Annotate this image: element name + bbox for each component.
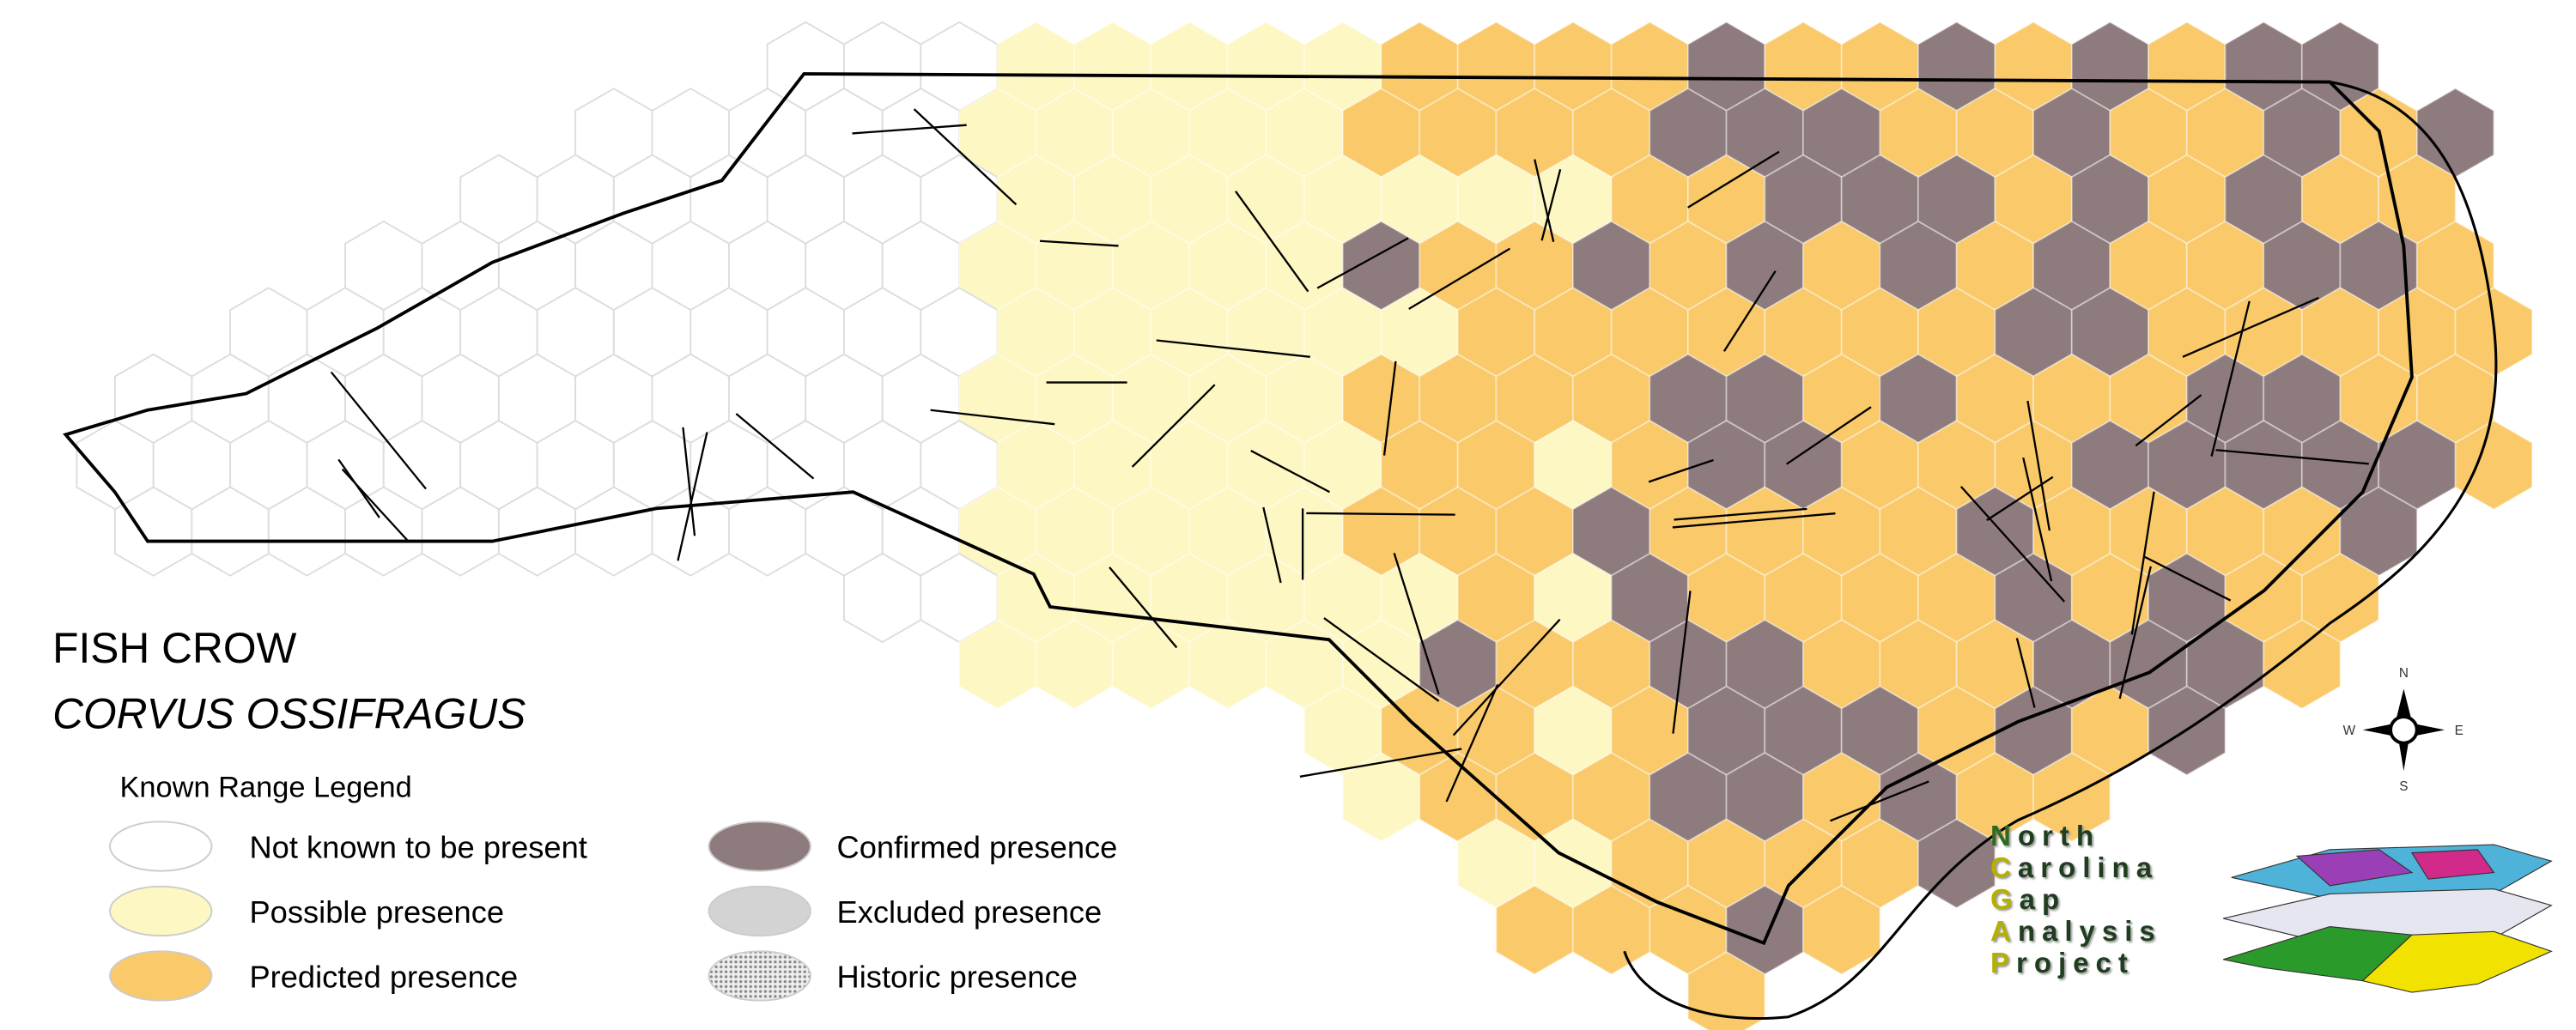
county-line xyxy=(1534,159,1555,243)
hexagon xyxy=(2454,420,2533,511)
compass-west: W xyxy=(2343,724,2356,738)
county-line xyxy=(735,413,815,480)
scientific-name: CORVUS OSSIFRAGUS xyxy=(52,689,526,737)
legend-swatch xyxy=(109,821,213,872)
county-line xyxy=(852,124,967,135)
county-line xyxy=(1262,506,1282,584)
county-line xyxy=(682,427,696,536)
legend: Not known to be present Possible presence… xyxy=(109,821,1118,1002)
county-line xyxy=(1687,150,1780,209)
legend-label: Not known to be present xyxy=(249,829,586,864)
compass-center xyxy=(2389,715,2419,745)
legend-swatch xyxy=(708,950,811,1002)
county-line xyxy=(341,468,410,543)
county-line xyxy=(1382,360,1397,456)
legend-title: Known Range Legend xyxy=(119,772,411,804)
legend-swatch xyxy=(109,950,213,1002)
county-line xyxy=(1250,450,1331,494)
county-line xyxy=(1109,566,1178,649)
compass: N S E W xyxy=(2343,666,2464,794)
county-line xyxy=(1408,247,1511,310)
county-line xyxy=(2210,300,2251,457)
county-line xyxy=(1674,507,1807,521)
county-line xyxy=(330,371,427,490)
hexagon xyxy=(2263,619,2342,710)
compass-south: S xyxy=(2399,779,2408,794)
county-line xyxy=(1039,239,1119,247)
species-name: FISH CROW xyxy=(52,624,296,672)
logo-word: Analysis xyxy=(1990,915,2162,947)
county-line xyxy=(1306,512,1455,516)
logo-word: Project xyxy=(1990,947,2135,978)
compass-east: E xyxy=(2455,724,2464,738)
county-line xyxy=(2130,491,2155,635)
hexagon xyxy=(2032,751,2111,843)
county-line xyxy=(1323,617,1440,702)
county-line xyxy=(1445,684,1499,803)
county-lines xyxy=(330,108,2369,822)
state-outline xyxy=(63,72,2414,946)
county-line xyxy=(1786,406,1872,465)
county-line xyxy=(2118,566,2152,700)
hex-grid xyxy=(76,21,2533,1030)
county-line xyxy=(1959,486,2066,603)
county-line xyxy=(2215,449,2369,465)
county-line xyxy=(1672,591,1692,734)
county-line xyxy=(913,108,1018,206)
county-line xyxy=(2144,555,2232,602)
county-line xyxy=(2026,400,2050,531)
coastal-buffer xyxy=(1623,81,2498,1021)
logo-map xyxy=(2223,844,2553,993)
county-line xyxy=(1672,512,1836,529)
logo-word: Carolina xyxy=(1990,851,2160,883)
legend-label: Excluded presence xyxy=(837,894,1103,930)
logo-word: Gap xyxy=(1990,883,2067,915)
county-line xyxy=(1235,191,1309,293)
legend-label: Possible presence xyxy=(249,894,504,930)
logo-word: North xyxy=(1990,820,2100,851)
county-line xyxy=(2022,457,2053,582)
county-line xyxy=(1452,618,1561,736)
legend-swatch xyxy=(708,885,811,937)
county-line xyxy=(2182,296,2319,358)
legend-label: Predicted presence xyxy=(249,959,518,994)
county-line xyxy=(1156,339,1310,358)
county-line xyxy=(1393,553,1440,695)
legend-label: Confirmed presence xyxy=(837,829,1118,864)
county-line xyxy=(2015,638,2036,708)
county-line xyxy=(1316,237,1409,289)
compass-north: N xyxy=(2399,666,2409,681)
county-line xyxy=(677,432,708,561)
legend-swatch xyxy=(109,885,213,937)
county-line xyxy=(1299,748,1462,778)
county-line xyxy=(2135,394,2202,447)
legend-swatch xyxy=(708,821,811,872)
county-line xyxy=(1131,384,1216,468)
logo: North Carolina Gap Analysis Project xyxy=(1990,820,2162,978)
county-line xyxy=(1722,270,1777,352)
county-line xyxy=(1829,780,1929,822)
county-line xyxy=(1648,458,1714,483)
county-line xyxy=(1540,169,1562,241)
county-line xyxy=(930,409,1055,426)
legend-label: Historic presence xyxy=(837,959,1078,994)
